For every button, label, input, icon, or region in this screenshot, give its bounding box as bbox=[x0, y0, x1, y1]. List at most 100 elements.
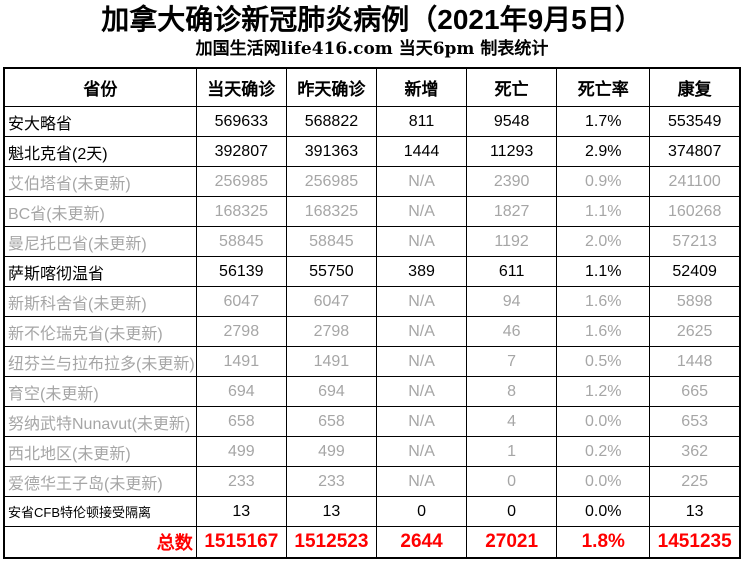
deaths-cell: 9548 bbox=[466, 106, 558, 137]
deaths-cell: 4 bbox=[466, 406, 558, 437]
deaths-cell: 2390 bbox=[466, 166, 558, 197]
recovered-cell: 225 bbox=[649, 466, 741, 497]
death-rate-cell: 0.0% bbox=[556, 406, 651, 437]
death-rate-cell: 0.5% bbox=[556, 346, 651, 377]
yesterday-confirmed-cell: 658 bbox=[285, 406, 377, 437]
province-cell: 曼尼托巴省(未更新) bbox=[3, 226, 197, 257]
death-rate-cell: 1.6% bbox=[556, 286, 651, 317]
death-rate-cell: 1.7% bbox=[556, 106, 651, 137]
today-confirmed-cell: 256985 bbox=[195, 166, 287, 197]
col-header-yesterday-confirmed: 昨天确诊 bbox=[285, 67, 377, 107]
yesterday-confirmed-cell: 13 bbox=[285, 496, 377, 527]
deaths-cell: 0 bbox=[466, 496, 558, 527]
col-header-today-confirmed: 当天确诊 bbox=[195, 67, 287, 107]
today-confirmed-cell: 13 bbox=[195, 496, 287, 527]
total-yesterday-confirmed: 1512523 bbox=[285, 526, 377, 559]
recovered-cell: 665 bbox=[649, 376, 741, 407]
table-row: 新斯科舍省(未更新) 6047 6047 N/A 94 1.6% 5898 bbox=[3, 286, 741, 317]
recovered-cell: 52409 bbox=[649, 256, 741, 287]
yesterday-confirmed-cell: 2798 bbox=[285, 316, 377, 347]
today-confirmed-cell: 569633 bbox=[195, 106, 287, 137]
new-cases-cell: N/A bbox=[375, 316, 468, 347]
today-confirmed-cell: 1491 bbox=[195, 346, 287, 377]
new-cases-cell: 811 bbox=[375, 106, 468, 137]
yesterday-confirmed-cell: 58845 bbox=[285, 226, 377, 257]
deaths-cell: 0 bbox=[466, 466, 558, 497]
table-body: 安大略省 569633 568822 811 9548 1.7% 553549 … bbox=[3, 106, 741, 527]
recovered-cell: 13 bbox=[649, 496, 741, 527]
recovered-cell: 1448 bbox=[649, 346, 741, 377]
new-cases-cell: N/A bbox=[375, 376, 468, 407]
recovered-cell: 57213 bbox=[649, 226, 741, 257]
table-row: 安省CFB特伦顿接受隔离 13 13 0 0 0.0% 13 bbox=[3, 496, 741, 527]
table-row: 努纳武特Nunavut(未更新) 658 658 N/A 4 0.0% 653 bbox=[3, 406, 741, 437]
death-rate-cell: 2.9% bbox=[556, 136, 651, 167]
yesterday-confirmed-cell: 6047 bbox=[285, 286, 377, 317]
col-header-death-rate: 死亡率 bbox=[556, 67, 651, 107]
death-rate-cell: 1.6% bbox=[556, 316, 651, 347]
province-cell: 纽芬兰与拉布拉多(未更新) bbox=[3, 346, 197, 377]
table-row: 萨斯喀彻温省 56139 55750 389 611 1.1% 52409 bbox=[3, 256, 741, 287]
death-rate-cell: 0.0% bbox=[556, 496, 651, 527]
new-cases-cell: N/A bbox=[375, 346, 468, 377]
page-title: 加拿大确诊新冠肺炎病例（2021年9月5日） bbox=[101, 4, 643, 35]
new-cases-cell: 389 bbox=[375, 256, 468, 287]
today-confirmed-cell: 499 bbox=[195, 436, 287, 467]
today-confirmed-cell: 2798 bbox=[195, 316, 287, 347]
total-row: 总数 1515167 1512523 2644 27021 1.8% 14512… bbox=[3, 526, 741, 559]
deaths-cell: 611 bbox=[466, 256, 558, 287]
col-header-recovered: 康复 bbox=[649, 67, 741, 107]
death-rate-cell: 0.0% bbox=[556, 466, 651, 497]
table-row: 艾伯塔省(未更新) 256985 256985 N/A 2390 0.9% 24… bbox=[3, 166, 741, 197]
new-cases-cell: 0 bbox=[375, 496, 468, 527]
total-new-cases: 2644 bbox=[375, 526, 468, 559]
today-confirmed-cell: 392807 bbox=[195, 136, 287, 167]
table-row: 曼尼托巴省(未更新) 58845 58845 N/A 1192 2.0% 572… bbox=[3, 226, 741, 257]
total-death-rate: 1.8% bbox=[556, 526, 651, 559]
new-cases-cell: 1444 bbox=[375, 136, 468, 167]
recovered-cell: 553549 bbox=[649, 106, 741, 137]
deaths-cell: 11293 bbox=[466, 136, 558, 167]
table-row: 爱德华王子岛(未更新) 233 233 N/A 0 0.0% 225 bbox=[3, 466, 741, 497]
yesterday-confirmed-cell: 499 bbox=[285, 436, 377, 467]
total-deaths: 27021 bbox=[466, 526, 558, 559]
recovered-cell: 362 bbox=[649, 436, 741, 467]
deaths-cell: 1192 bbox=[466, 226, 558, 257]
province-cell: 爱德华王子岛(未更新) bbox=[3, 466, 197, 497]
province-cell: 新斯科舍省(未更新) bbox=[3, 286, 197, 317]
yesterday-confirmed-cell: 55750 bbox=[285, 256, 377, 287]
today-confirmed-cell: 6047 bbox=[195, 286, 287, 317]
table-row: 魁北克省(2天) 392807 391363 1444 11293 2.9% 3… bbox=[3, 136, 741, 167]
yesterday-confirmed-cell: 568822 bbox=[285, 106, 377, 137]
table-row: 育空(未更新) 694 694 N/A 8 1.2% 665 bbox=[3, 376, 741, 407]
yesterday-confirmed-cell: 256985 bbox=[285, 166, 377, 197]
yesterday-confirmed-cell: 391363 bbox=[285, 136, 377, 167]
recovered-cell: 5898 bbox=[649, 286, 741, 317]
recovered-cell: 241100 bbox=[649, 166, 741, 197]
deaths-cell: 1827 bbox=[466, 196, 558, 227]
deaths-cell: 7 bbox=[466, 346, 558, 377]
table-row: 新不伦瑞克省(未更新) 2798 2798 N/A 46 1.6% 2625 bbox=[3, 316, 741, 347]
col-header-deaths: 死亡 bbox=[466, 67, 558, 107]
province-cell: BC省(未更新) bbox=[3, 196, 197, 227]
yesterday-confirmed-cell: 694 bbox=[285, 376, 377, 407]
death-rate-cell: 1.2% bbox=[556, 376, 651, 407]
today-confirmed-cell: 658 bbox=[195, 406, 287, 437]
today-confirmed-cell: 233 bbox=[195, 466, 287, 497]
recovered-cell: 653 bbox=[649, 406, 741, 437]
recovered-cell: 160268 bbox=[649, 196, 741, 227]
province-cell: 魁北克省(2天) bbox=[3, 136, 197, 167]
deaths-cell: 8 bbox=[466, 376, 558, 407]
total-label: 总数 bbox=[3, 526, 197, 559]
deaths-cell: 46 bbox=[466, 316, 558, 347]
deaths-cell: 1 bbox=[466, 436, 558, 467]
province-cell: 艾伯塔省(未更新) bbox=[3, 166, 197, 197]
province-cell: 安大略省 bbox=[3, 106, 197, 137]
table-row: BC省(未更新) 168325 168325 N/A 1827 1.1% 160… bbox=[3, 196, 741, 227]
yesterday-confirmed-cell: 168325 bbox=[285, 196, 377, 227]
today-confirmed-cell: 56139 bbox=[195, 256, 287, 287]
new-cases-cell: N/A bbox=[375, 466, 468, 497]
table-header-row: 省份 当天确诊 昨天确诊 新增 死亡 死亡率 康复 bbox=[3, 67, 741, 107]
death-rate-cell: 1.1% bbox=[556, 196, 651, 227]
